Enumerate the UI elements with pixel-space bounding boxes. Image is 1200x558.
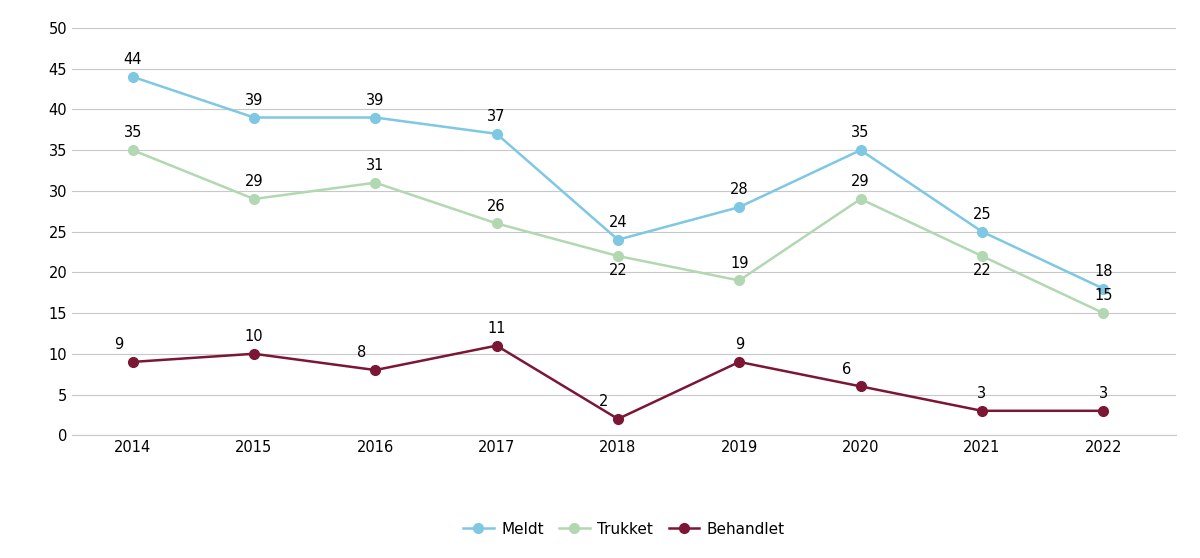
Text: 3: 3 xyxy=(977,386,986,401)
Behandlet xyxy=(853,383,868,389)
Text: 35: 35 xyxy=(851,126,870,141)
Line: Meldt: Meldt xyxy=(127,72,1108,294)
Text: 31: 31 xyxy=(366,158,384,173)
Behandlet xyxy=(368,367,383,373)
Trukket xyxy=(611,253,625,259)
Meldt xyxy=(974,228,989,235)
Behandlet xyxy=(126,359,140,365)
Behandlet xyxy=(611,416,625,422)
Meldt xyxy=(247,114,262,121)
Trukket xyxy=(732,277,746,284)
Text: 9: 9 xyxy=(734,337,744,352)
Text: 22: 22 xyxy=(608,263,628,278)
Text: 8: 8 xyxy=(356,345,366,360)
Behandlet xyxy=(974,407,989,414)
Text: 26: 26 xyxy=(487,199,506,214)
Line: Behandlet: Behandlet xyxy=(127,341,1108,424)
Behandlet xyxy=(247,350,262,357)
Behandlet xyxy=(732,359,746,365)
Text: 44: 44 xyxy=(124,52,142,67)
Trukket xyxy=(490,220,504,227)
Text: 10: 10 xyxy=(245,329,263,344)
Text: 25: 25 xyxy=(972,207,991,222)
Trukket xyxy=(974,253,989,259)
Text: 39: 39 xyxy=(245,93,263,108)
Trukket xyxy=(1096,310,1110,316)
Trukket xyxy=(126,147,140,153)
Meldt xyxy=(1096,285,1110,292)
Text: 6: 6 xyxy=(842,362,851,377)
Text: 18: 18 xyxy=(1094,264,1112,279)
Meldt xyxy=(490,131,504,137)
Text: 22: 22 xyxy=(972,263,991,278)
Behandlet xyxy=(1096,407,1110,414)
Text: 9: 9 xyxy=(114,337,124,352)
Text: 37: 37 xyxy=(487,109,506,124)
Text: 15: 15 xyxy=(1094,288,1112,304)
Meldt xyxy=(732,204,746,210)
Text: 29: 29 xyxy=(851,174,870,189)
Text: 19: 19 xyxy=(730,256,749,271)
Meldt xyxy=(368,114,383,121)
Trukket xyxy=(368,179,383,186)
Text: 11: 11 xyxy=(487,321,506,336)
Meldt xyxy=(611,237,625,243)
Text: 28: 28 xyxy=(730,182,749,198)
Text: 39: 39 xyxy=(366,93,384,108)
Text: 24: 24 xyxy=(608,215,628,230)
Trukket xyxy=(247,196,262,203)
Text: 29: 29 xyxy=(245,174,263,189)
Meldt xyxy=(853,147,868,153)
Legend: Meldt, Trukket, Behandlet: Meldt, Trukket, Behandlet xyxy=(457,516,791,543)
Text: 2: 2 xyxy=(599,394,608,409)
Line: Trukket: Trukket xyxy=(127,145,1108,318)
Text: 35: 35 xyxy=(124,126,142,141)
Trukket xyxy=(853,196,868,203)
Meldt xyxy=(126,74,140,80)
Behandlet xyxy=(490,342,504,349)
Text: 3: 3 xyxy=(1099,386,1108,401)
